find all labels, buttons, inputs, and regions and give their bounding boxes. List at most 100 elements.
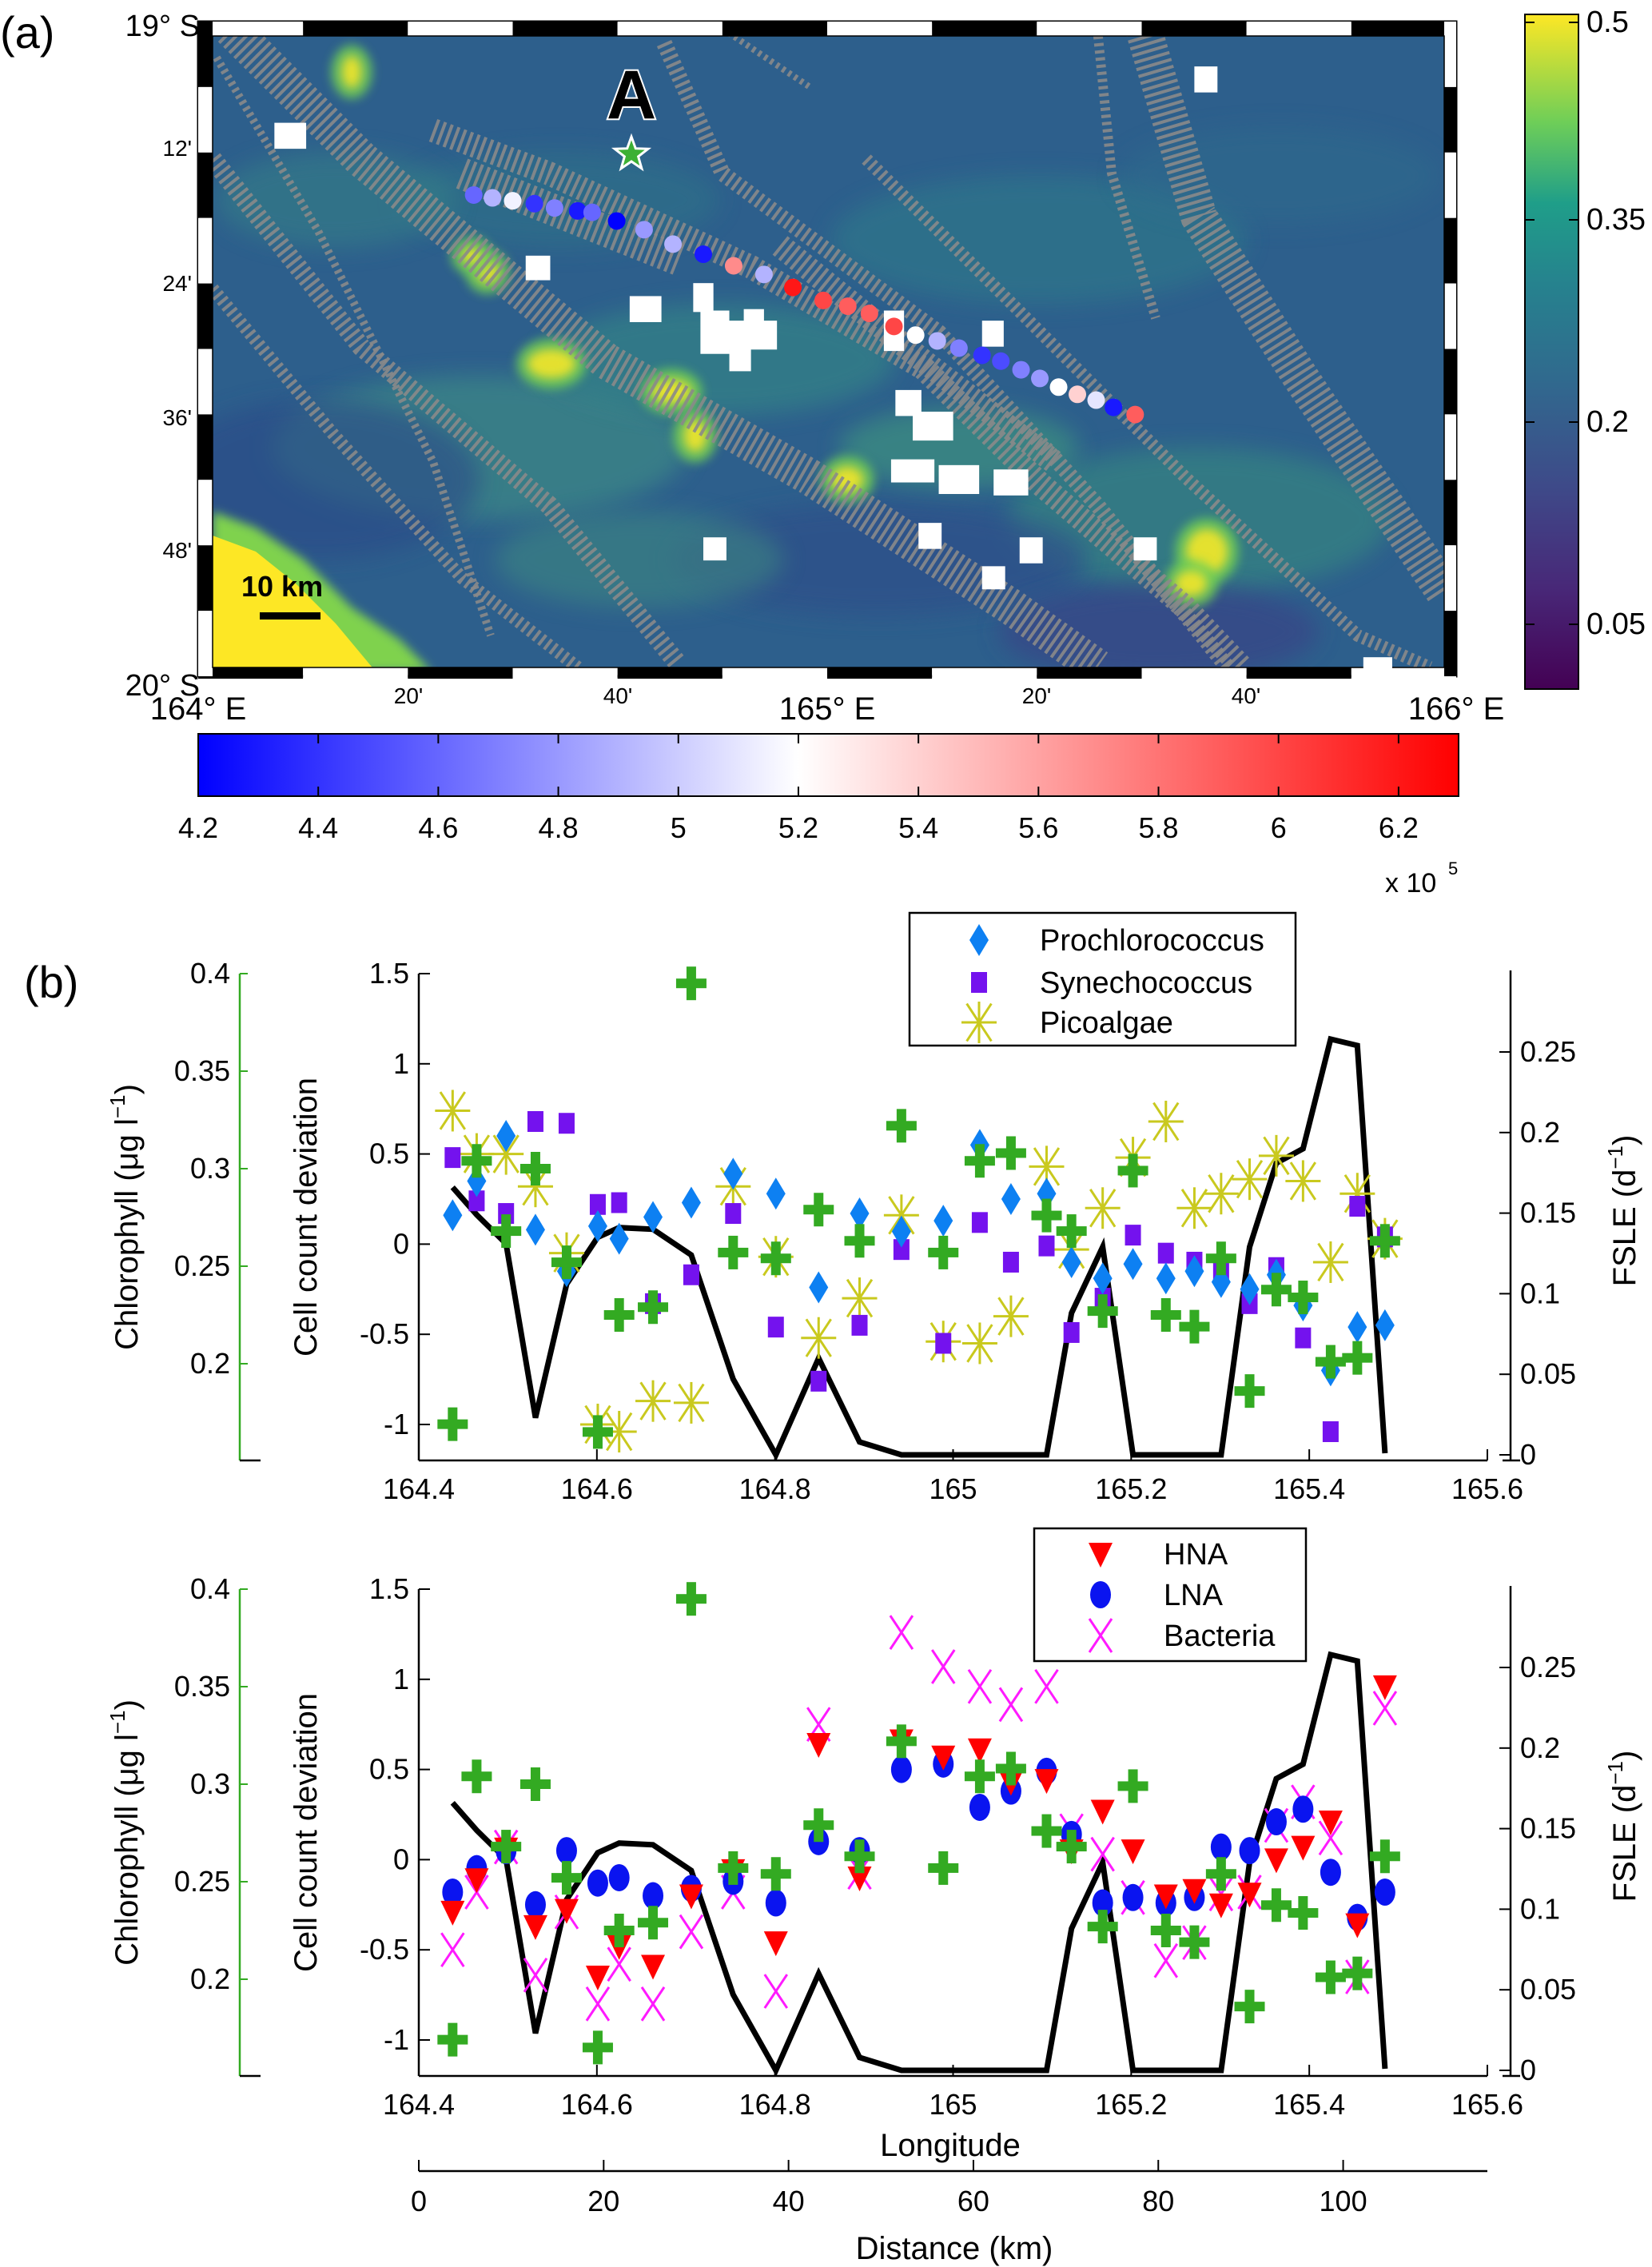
data-point-lna <box>1374 1879 1395 1906</box>
data-point-picoalgae <box>758 1236 794 1278</box>
distance-tick-label: 0 <box>411 2185 427 2217</box>
data-point-chlorophyll <box>437 2022 468 2057</box>
data-point-bacteria <box>1264 1807 1289 1843</box>
colorbar-multiplier: x 10 <box>1385 868 1436 898</box>
label-sup: −1 <box>1603 1145 1627 1169</box>
transect-station-dot <box>1031 369 1049 388</box>
data-point-hna <box>1208 1893 1233 1918</box>
lon-label: 40' <box>603 683 633 708</box>
missing-data-square <box>274 122 307 149</box>
data-point-picoalgae <box>842 1277 878 1320</box>
data-point-synechococcus <box>810 1370 827 1392</box>
data-point-chlorophyll <box>1205 1857 1236 1891</box>
data-point-picoalgae <box>579 1404 615 1445</box>
data-point-synechococcus <box>1268 1257 1284 1278</box>
y-tick-label: 0 <box>393 1227 409 1260</box>
fsle-line <box>450 1651 1388 2077</box>
data-point-bacteria <box>763 1974 789 2009</box>
data-point-picoalgae <box>435 1090 471 1132</box>
data-point-chlorophyll <box>1315 1960 1346 1994</box>
y-axis-label: Cell count deviation <box>289 1693 324 1972</box>
data-point-lna <box>1239 1837 1260 1865</box>
scale-bar <box>260 612 320 620</box>
data-point-chlorophyll <box>1369 1839 1400 1874</box>
data-point-picoalgae <box>1115 1137 1151 1179</box>
data-point-synechococcus <box>1094 1288 1111 1309</box>
map-frame-stripe <box>198 414 213 480</box>
data-point-chlorophyll <box>551 1245 582 1280</box>
data-point-lna <box>524 1890 546 1918</box>
scatter-plot-1: 164.4 164.6 164.8 165 165.2 165.4 165.6 1.5 1 0.5… <box>105 911 1642 1505</box>
map-overlay: A 10 km <box>241 55 1392 672</box>
data-point-chlorophyll <box>1260 1888 1292 1922</box>
missing-data-square <box>703 537 726 561</box>
lat-label: 12' <box>163 136 193 161</box>
lat-label: 19° S <box>125 10 200 43</box>
legend-label: Synechococcus <box>1040 966 1252 1000</box>
data-point-synechococcus <box>1322 1421 1339 1443</box>
y-tick-label: 0.5 <box>369 1137 409 1170</box>
data-point-hna <box>931 1745 956 1771</box>
data-point-chlorophyll <box>1179 1309 1210 1344</box>
data-point-picoalgae <box>1053 1229 1089 1271</box>
colorbar-bottom-tick-label: 4.6 <box>418 811 458 844</box>
data-point-hna <box>554 1898 579 1924</box>
altimetry-track-band <box>1093 36 1160 320</box>
map-frame-stripe <box>303 22 408 36</box>
map-frame-stripe <box>1141 667 1247 679</box>
distance-tick-label: 80 <box>1142 2185 1174 2217</box>
fsle-axis-label: FSLE (d−1) <box>1603 1135 1642 1287</box>
data-point-chlorophyll <box>1342 1341 1373 1375</box>
data-point-chlorophyll <box>675 966 707 1001</box>
data-point-hna <box>607 1934 631 1960</box>
data-point-chlorophyll <box>964 1144 995 1178</box>
transect-station-dot <box>664 235 683 253</box>
x-tick-label: 165.4 <box>1273 2088 1345 2121</box>
colorbar-exponent: 5 <box>1448 859 1458 879</box>
x-tick-label: 165.6 <box>1451 1472 1523 1505</box>
transect-station-dot <box>635 221 653 239</box>
data-point-hna <box>1034 1769 1059 1795</box>
missing-data-square <box>1133 537 1157 561</box>
colorbar-right <box>1524 14 1579 690</box>
data-point-bacteria <box>640 1986 666 2022</box>
data-point-synechococcus <box>645 1293 662 1314</box>
data-point-bacteria <box>1059 1813 1084 1849</box>
data-point-chlorophyll <box>1150 1298 1181 1332</box>
map-frame-stripe <box>617 22 723 36</box>
data-point-chlorophyll <box>491 1830 522 1864</box>
data-point-chlorophyll <box>1117 1769 1148 1803</box>
y2-tick-label: 0 <box>1520 2054 1536 2086</box>
heatmap-patch <box>216 152 456 248</box>
legend-label: Prochlorococcus <box>1040 924 1264 958</box>
data-point-hna <box>440 1900 465 1926</box>
data-point-bacteria <box>1345 1959 1370 1994</box>
heatmap-hotspot <box>684 420 707 452</box>
map-frame-stripe <box>1141 22 1247 36</box>
data-point-chlorophyll <box>995 1136 1026 1170</box>
data-point-picoalgae <box>715 1165 751 1208</box>
transect-station-dot <box>838 297 857 316</box>
map-frame-stripe <box>932 667 1037 679</box>
data-point-prochlorococcus <box>850 1197 870 1230</box>
lon-label: 164° E <box>150 691 247 727</box>
data-point-lna <box>723 1867 744 1895</box>
data-point-prochlorococcus <box>1211 1265 1231 1298</box>
colorbar-right-tick-label: 0.5 <box>1586 6 1629 39</box>
data-point-hna <box>967 1738 992 1763</box>
altimetry-track-band <box>727 36 811 90</box>
label-close: ) <box>1607 1751 1642 1761</box>
data-point-chlorophyll <box>582 2030 613 2065</box>
data-point-lna <box>555 1837 577 1865</box>
chlorophyll-axis-label: Chlorophyll (μg l−1) <box>105 1699 145 1966</box>
y-tick-label: -0.5 <box>360 1317 409 1350</box>
heatmap-patch <box>213 400 480 560</box>
data-point-bacteria <box>1182 1925 1207 1961</box>
map-frame-stripe <box>198 667 304 679</box>
data-point-bacteria <box>440 1932 465 1968</box>
data-point-picoalgae <box>961 1322 997 1365</box>
x-tick-label: 164.6 <box>561 1472 633 1505</box>
data-point-lna <box>1036 1757 1057 1785</box>
heatmap-hotspot <box>342 56 361 88</box>
data-point-bacteria <box>967 1668 993 1704</box>
